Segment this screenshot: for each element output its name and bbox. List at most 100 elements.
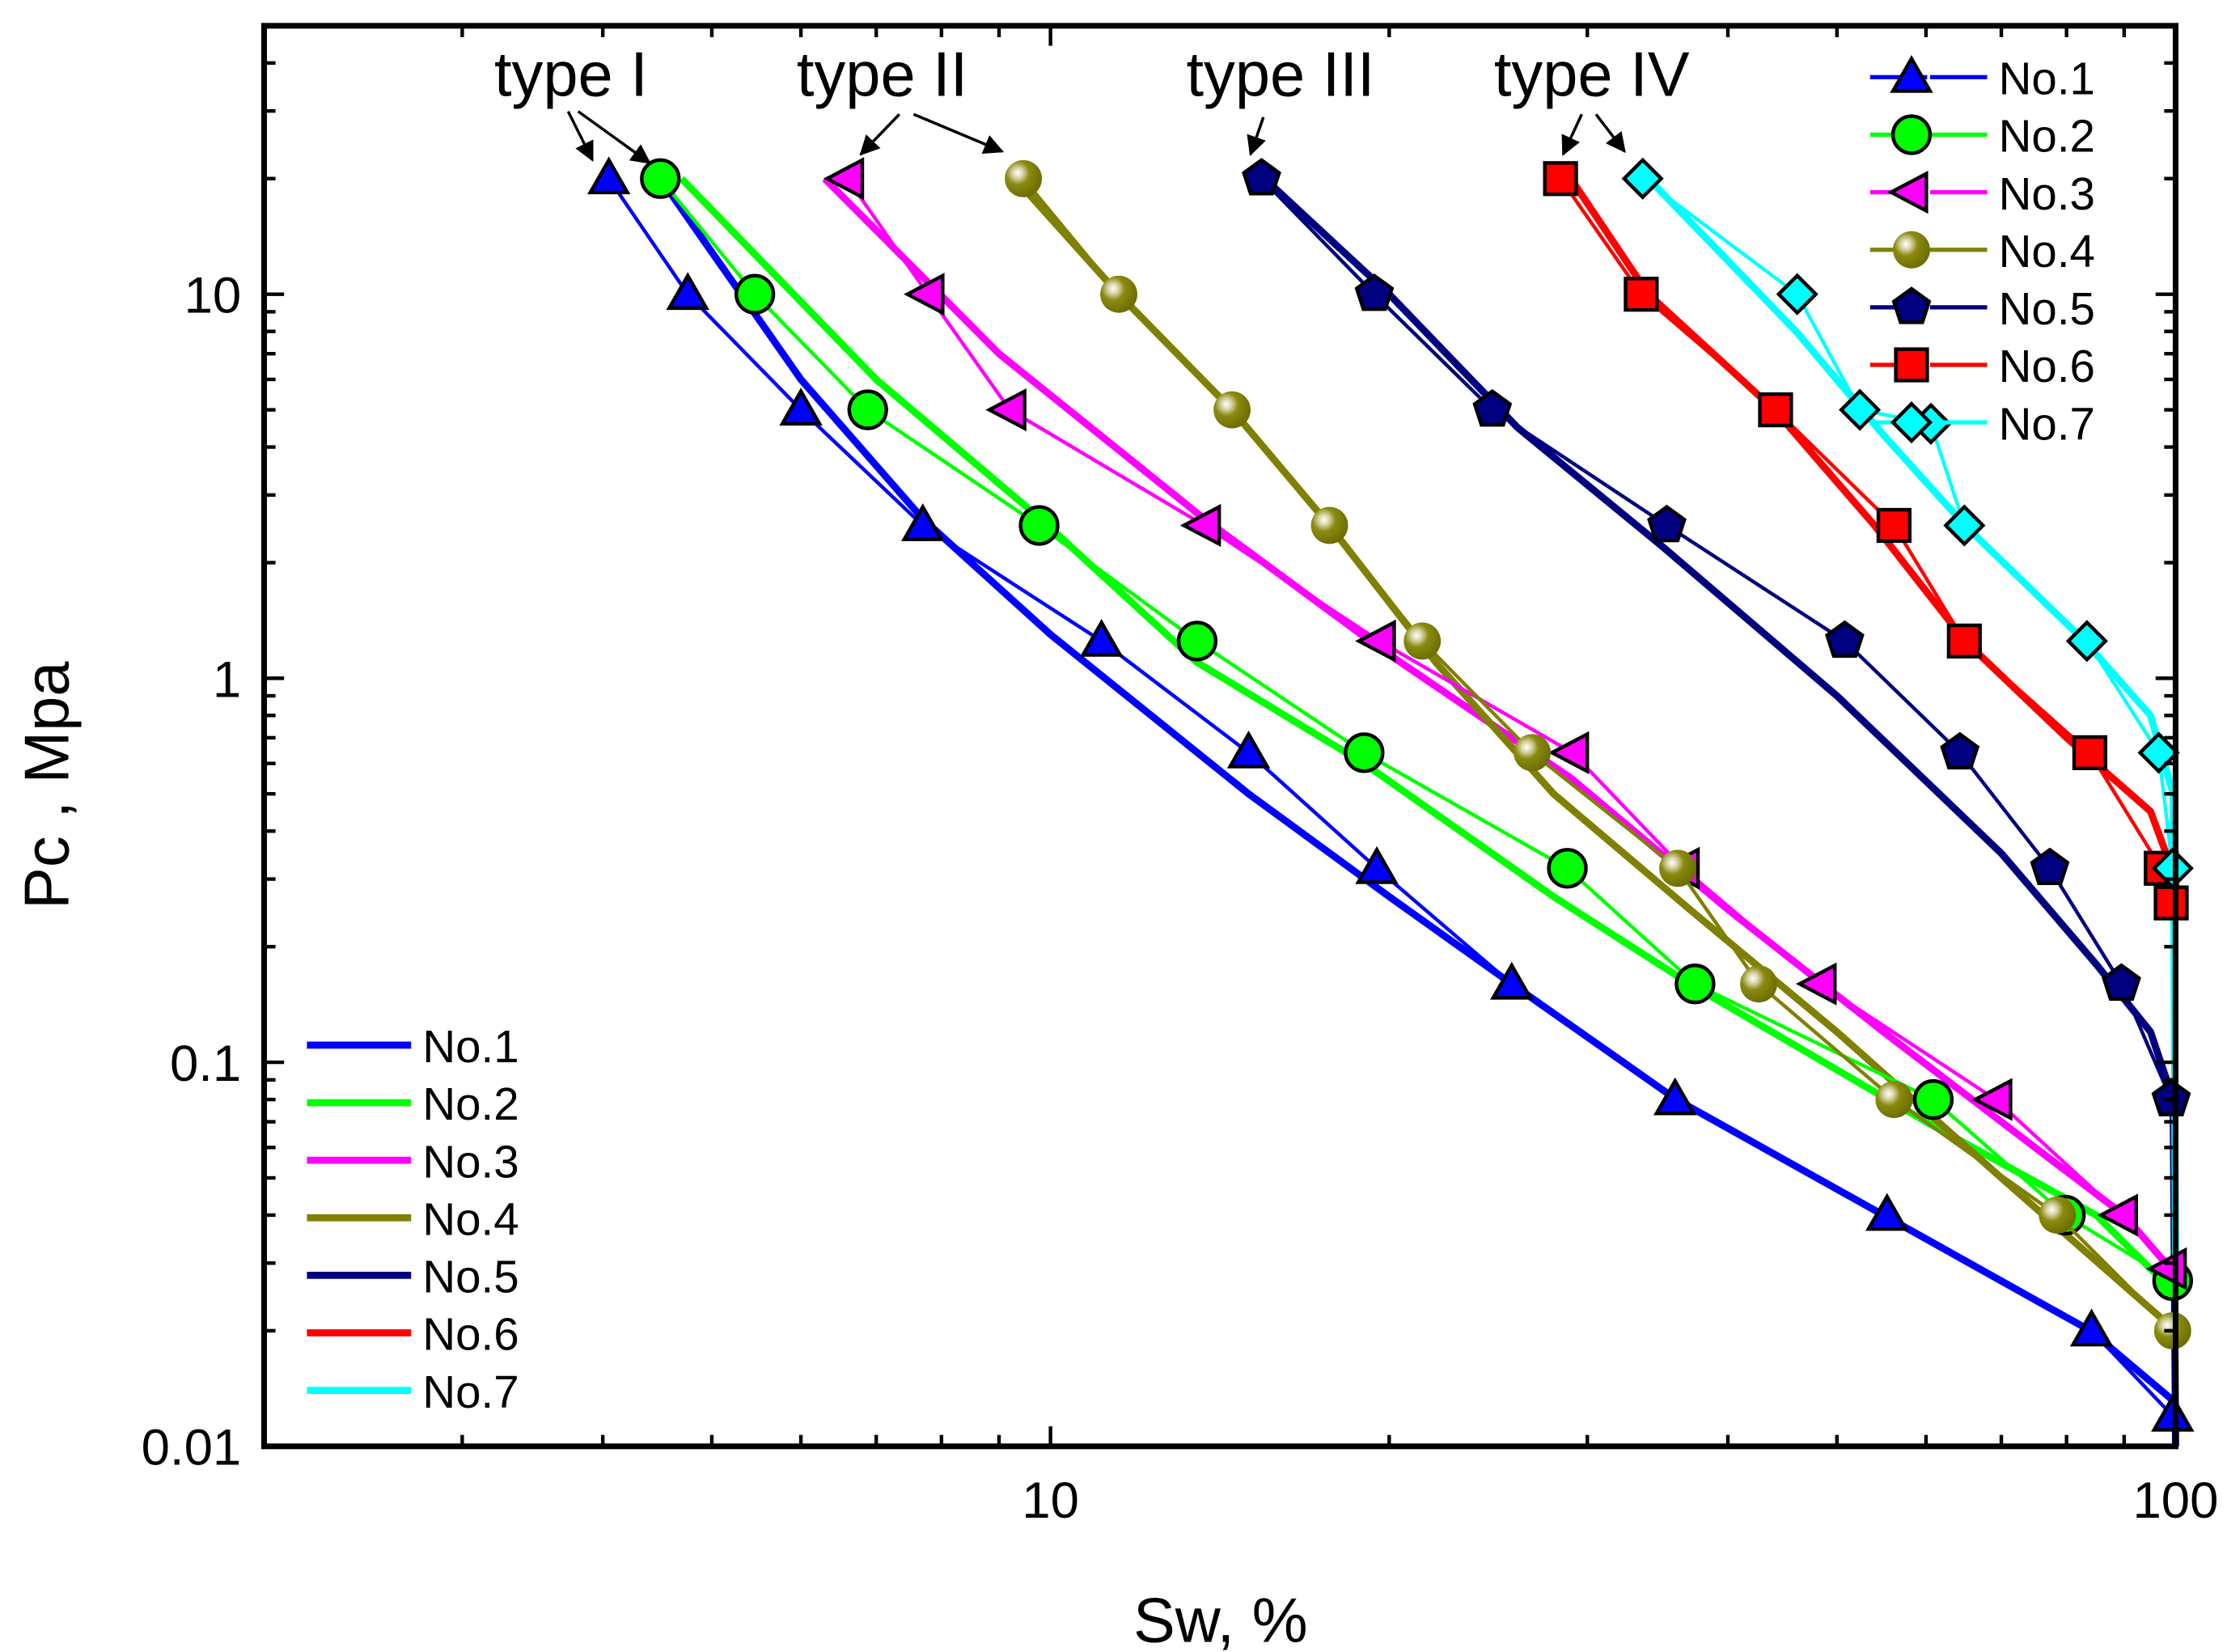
data-point-no5 [1824, 620, 1865, 659]
series-line-no6 [1559, 177, 2174, 904]
data-point-no3 [1547, 731, 1590, 774]
legend-item-no5: No.5 [1869, 283, 2095, 334]
y-axis-label: Pc , Mpa [13, 661, 83, 909]
legend-item-no4: No.4 [1869, 226, 2095, 277]
series-no4 [1005, 159, 2191, 1349]
data-point-no1 [1355, 845, 1399, 884]
legend-fit-item-no5: No.5 [307, 1252, 519, 1303]
data-point-no7 [2137, 731, 2180, 774]
data-point-no7 [2151, 847, 2194, 890]
x-tick-label: 100 [2132, 1472, 2218, 1529]
legend-label: No.2 [1999, 111, 2095, 162]
legend-marker-icon [1891, 286, 1932, 324]
data-point-no2 [640, 158, 681, 199]
data-point-no5 [1472, 388, 1513, 427]
annotations: type I type II type III type IV [494, 40, 1690, 164]
data-point-no3 [904, 273, 945, 316]
data-point-no7 [1621, 157, 1664, 200]
data-point-no3 [1795, 962, 1837, 1006]
data-point-no6 [1758, 392, 1793, 428]
data-point-no6 [1876, 507, 1912, 544]
data-point-no2 [1674, 964, 1716, 1005]
data-point-no5 [1940, 731, 1980, 770]
data-point-no5 [1242, 158, 1281, 196]
data-point-no2 [734, 273, 776, 315]
data-point-no1 [666, 272, 709, 311]
data-point-no1 [1653, 1077, 1697, 1116]
legend-fit-item-no1: No.1 [307, 1021, 519, 1072]
annotation-label: type I [494, 40, 648, 109]
data-point-no2 [1176, 621, 1218, 662]
data-point-no3 [985, 388, 1027, 432]
series-no1 [586, 156, 2195, 1432]
fit-line-no1 [657, 176, 2178, 1406]
legend-fit-label: No.2 [422, 1078, 519, 1129]
data-point-no6 [1946, 623, 1982, 659]
legend-label: No.3 [1999, 168, 2095, 219]
arrow-icon [1561, 113, 1583, 156]
data-point-no7 [1943, 504, 1986, 547]
legend-label: No.1 [1999, 53, 2095, 104]
data-point-no4 [1005, 159, 1043, 197]
data-point-no4 [1310, 506, 1348, 544]
data-point-no4 [1659, 849, 1696, 887]
legend-fit-item-no4: No.4 [307, 1193, 519, 1244]
data-point-no7 [1839, 388, 1882, 431]
data-point-no2 [1344, 732, 1385, 773]
data-point-no5 [1647, 504, 1687, 543]
legend-fit-label: No.1 [422, 1021, 519, 1072]
arrow-icon [859, 113, 901, 156]
data-point-no6 [2153, 885, 2189, 921]
data-point-no6 [2072, 735, 2108, 770]
legend-markers: No.1 No.2 No.3 No.4 No.5 No.6 No.7 [1869, 53, 2095, 449]
plot-frame [260, 23, 2178, 1450]
arrow-icon [912, 112, 1005, 154]
data-point-no2 [1018, 505, 1060, 546]
legend-marker-icon [1890, 401, 1933, 444]
fit-curves [657, 176, 2179, 1447]
series-line-no1 [607, 177, 2174, 1417]
data-point-no4 [1740, 965, 1777, 1003]
series-line-no3 [845, 177, 2172, 1270]
legend-item-no6: No.6 [1869, 341, 2095, 392]
legend-label: No.4 [1999, 226, 2095, 277]
legend-item-no2: No.2 [1869, 111, 2095, 162]
data-point-no2 [1912, 1078, 1954, 1120]
legend-item-no3: No.3 [1869, 168, 2095, 219]
x-axis-label: Sw, % [1133, 1586, 1308, 1652]
legend-fit-label: No.6 [422, 1309, 519, 1360]
data-series [586, 156, 2195, 1432]
legend-label: No.5 [1999, 283, 2095, 334]
fit-line-no3 [822, 176, 2178, 1277]
data-point-no6 [1543, 161, 1578, 197]
data-point-no4 [1875, 1081, 1913, 1119]
data-point-no4 [1404, 622, 1442, 660]
legend-label: No.6 [1999, 341, 2095, 392]
y-tick-label: 1 [213, 650, 241, 708]
data-point-no5 [2030, 847, 2070, 886]
y-tick-label: 0.1 [170, 1035, 241, 1092]
data-point-no3 [1971, 1078, 2013, 1121]
arrow-icon [1594, 113, 1626, 154]
legend-fit-item-no2: No.2 [307, 1078, 519, 1129]
data-point-no1 [2151, 1393, 2195, 1432]
legend-item-no7: No.7 [1869, 398, 2095, 449]
data-point-no3 [823, 157, 865, 201]
legend-fit-item-no6: No.6 [307, 1309, 519, 1360]
data-point-no7 [2065, 620, 2108, 663]
data-point-no2 [847, 389, 888, 430]
series-line-no7 [1641, 176, 2175, 869]
legend-item-no1: No.1 [1869, 53, 2095, 104]
arrow-icon [577, 110, 651, 164]
legend-marker-icon [1894, 347, 1929, 383]
legend-fit-label: No.4 [422, 1193, 519, 1244]
data-point-no4 [1100, 275, 1137, 313]
legend-fit-label: No.3 [422, 1136, 519, 1187]
series-no6 [1543, 161, 2189, 921]
data-point-no5 [1354, 273, 1395, 311]
series-no7 [1621, 157, 2194, 890]
legend-marker-icon [1890, 114, 1933, 155]
data-point-no1 [779, 388, 823, 426]
data-point-no3 [1355, 619, 1396, 663]
